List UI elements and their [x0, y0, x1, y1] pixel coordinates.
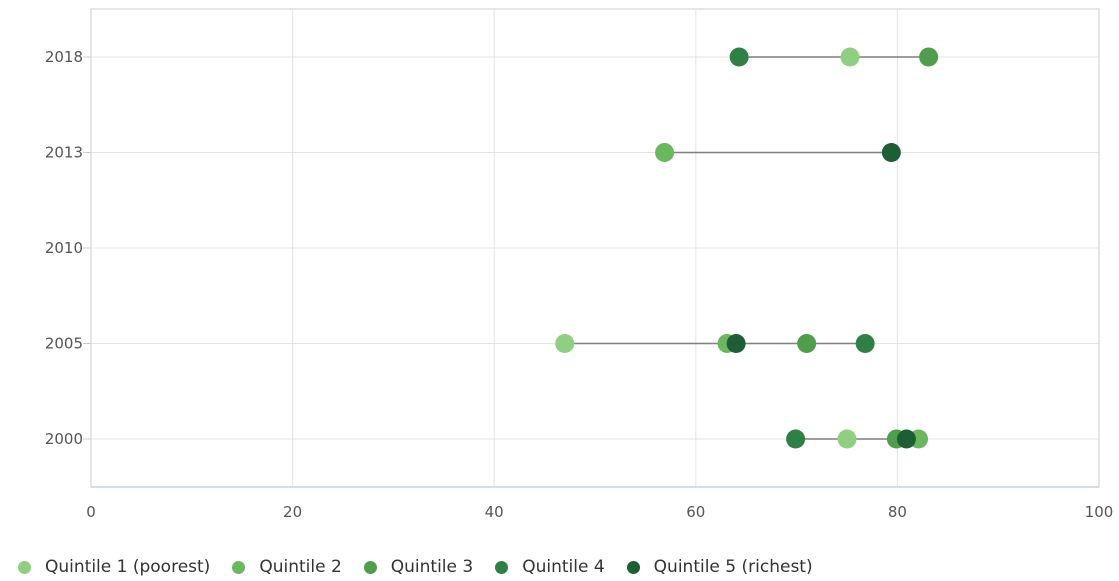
- legend-label: Quintile 1 (poorest): [45, 557, 211, 577]
- legend-swatch: [363, 560, 377, 574]
- data-point-q3-2018[interactable]: [919, 47, 939, 67]
- data-point-q4-2000[interactable]: [786, 429, 806, 449]
- data-point-q1-2018[interactable]: [840, 47, 860, 67]
- data-points: [555, 47, 939, 449]
- x-tick-label: 80: [888, 503, 907, 521]
- legend-label: Quintile 2: [259, 557, 342, 577]
- legend-item-quintile-2[interactable]: Quintile 2: [232, 557, 342, 577]
- legend-label: Quintile 5 (richest): [653, 557, 813, 577]
- y-tick-label: 2005: [45, 335, 83, 353]
- data-point-q4-2005[interactable]: [855, 334, 875, 353]
- chart: 2018 2013 2010 2005 2000 0 20 40 60 80 100: [45, 8, 1113, 521]
- y-axis-tick-labels: 2018 2013 2010 2005 2000: [45, 48, 83, 448]
- legend-label: Quintile 3: [390, 557, 474, 577]
- legend-item-quintile-3[interactable]: Quintile 3: [363, 557, 474, 577]
- x-axis-tick-labels: 0 20 40 60 80 100: [86, 503, 1113, 521]
- legend-swatch: [495, 560, 509, 574]
- legend-item-quintile-4[interactable]: Quintile 4: [495, 557, 605, 577]
- grid-lines: [83, 9, 1099, 488]
- data-point-q1-2005[interactable]: [555, 334, 575, 353]
- legend-swatch: [232, 560, 246, 574]
- y-tick-label: 2018: [45, 48, 83, 66]
- legend-swatch: [626, 560, 640, 574]
- x-tick-label: 0: [86, 503, 96, 521]
- x-tick-label: 100: [1085, 503, 1114, 521]
- data-point-q2-2013[interactable]: [655, 143, 675, 162]
- data-point-q3-2005[interactable]: [797, 334, 817, 353]
- y-tick-label: 2010: [45, 239, 83, 257]
- data-point-q4-2018[interactable]: [729, 47, 749, 67]
- data-point-q5-2013[interactable]: [881, 143, 901, 162]
- legend-item-quintile-1[interactable]: Quintile 1 (poorest): [18, 557, 210, 577]
- x-tick-label: 20: [283, 503, 302, 521]
- data-point-q5-2000[interactable]: [896, 429, 916, 449]
- data-point-q1-2000[interactable]: [837, 429, 857, 449]
- y-tick-label: 2000: [45, 430, 83, 448]
- legend-item-quintile-5[interactable]: Quintile 5 (richest): [626, 557, 813, 577]
- x-tick-label: 40: [485, 503, 504, 521]
- x-tick-label: 60: [686, 503, 705, 521]
- y-tick-label: 2013: [45, 144, 83, 162]
- legend-label: Quintile 4: [522, 557, 605, 577]
- data-point-q5-2005[interactable]: [726, 334, 746, 353]
- legend: Quintile 1 (poorest) Quintile 2 Quintile 3…: [18, 557, 835, 577]
- legend-swatch: [18, 560, 31, 574]
